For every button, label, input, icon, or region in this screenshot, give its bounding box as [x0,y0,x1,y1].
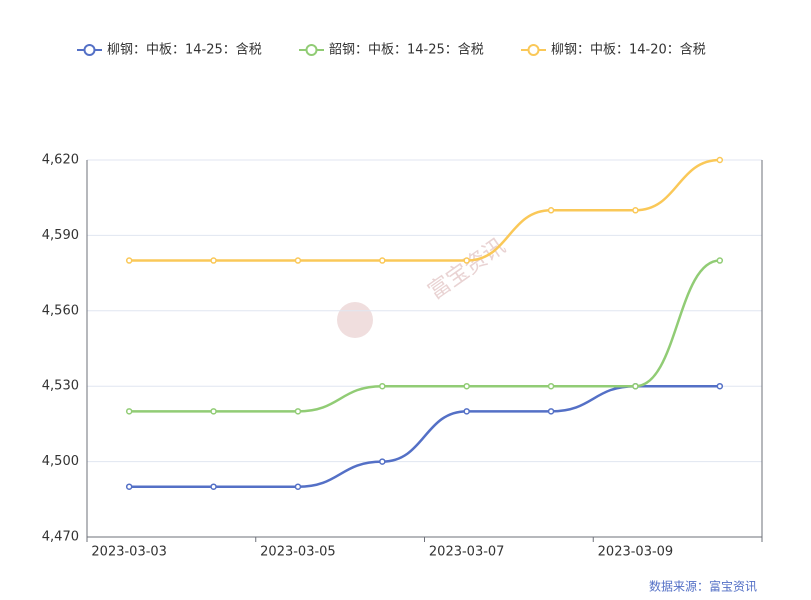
point [379,458,386,465]
point [125,483,133,490]
point [210,483,217,490]
x-tick-label: 2023-03-05 [260,545,336,560]
legend-marker [527,44,540,56]
y-tick-label: 4,500 [42,454,79,469]
point [210,408,217,415]
point [632,207,639,214]
x-tick-label: 2023-03-07 [429,545,505,560]
watermark-logo [337,302,373,338]
legend-label: 韶钢：中板：14-25：含税 [329,42,484,58]
point [632,382,639,390]
legend-marker [305,44,318,56]
y-tick-label: 4,590 [42,228,79,243]
point [463,382,470,390]
legend-label: 柳钢：中板：14-20：含税 [551,42,706,58]
series-line [129,259,720,413]
point [463,257,470,264]
point [294,257,302,264]
point [379,382,386,390]
point [125,408,133,415]
point [294,483,302,490]
legend-marker [83,44,96,56]
series-line [129,384,720,488]
point [294,408,302,415]
y-tick-label: 4,560 [42,303,79,318]
point [547,408,555,415]
point [547,382,555,390]
series-line [129,158,720,262]
point [379,257,386,264]
point [463,408,470,415]
point [716,156,724,164]
watermark: 富宝资讯 [424,234,510,305]
y-tick-label: 4,530 [42,379,79,394]
point [547,207,555,214]
point [716,257,724,264]
point [210,257,217,264]
y-tick-label: 4,620 [42,153,79,168]
source: 数据来源：富宝资讯 [649,579,757,594]
x-tick-label: 2023-03-03 [91,545,167,560]
x-tick-label: 2023-03-09 [598,545,674,560]
point [125,257,133,264]
y-tick-label: 4,470 [42,530,79,545]
point [716,382,724,390]
legend-label: 柳钢：中板：14-25：含税 [107,42,262,58]
